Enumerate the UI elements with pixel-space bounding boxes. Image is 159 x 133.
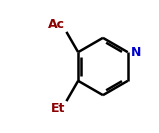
Text: Et: Et xyxy=(51,102,65,115)
Text: N: N xyxy=(131,46,141,59)
Text: Ac: Ac xyxy=(48,18,65,31)
